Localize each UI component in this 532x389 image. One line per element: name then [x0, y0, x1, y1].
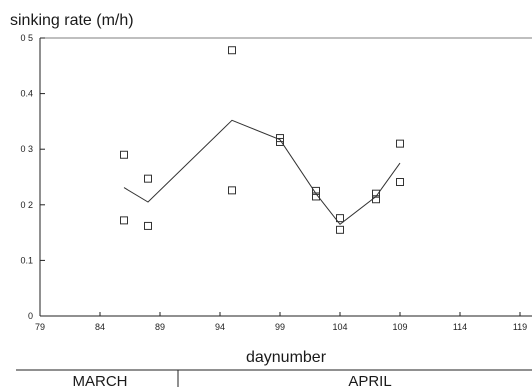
y-tick-label: 0.4 — [20, 89, 33, 99]
data-point — [120, 216, 128, 225]
data-point — [396, 178, 404, 187]
y-tick-label: 0.1 — [20, 255, 33, 265]
data-point — [312, 186, 320, 195]
data-point — [120, 150, 128, 159]
data-point — [144, 174, 152, 183]
x-axis-title: daynumber — [246, 349, 327, 366]
x-tick-label: 109 — [392, 322, 407, 332]
y-axis-title: sinking rate (m/h) — [10, 12, 134, 29]
data-point — [228, 186, 236, 195]
data-point — [336, 225, 344, 234]
data-points — [120, 46, 404, 234]
mean-line-group — [123, 119, 401, 225]
y-tick-label: 0 2 — [20, 200, 33, 210]
mean-line — [123, 119, 401, 225]
x-tick-label: 119 — [513, 322, 527, 332]
data-point — [372, 189, 380, 198]
x-tick-label: 99 — [275, 322, 285, 332]
data-point — [336, 214, 344, 223]
x-tick-label: 89 — [155, 322, 165, 332]
x-tick-label: 84 — [95, 322, 105, 332]
month-bar: MARCH APRIL — [16, 369, 532, 389]
data-point — [144, 221, 152, 230]
data-point — [276, 137, 284, 146]
data-point — [396, 139, 404, 148]
y-tick-label: 0 3 — [20, 144, 33, 154]
data-point — [372, 195, 380, 204]
plot-frame — [39, 37, 532, 317]
x-tick-label: 94 — [215, 322, 225, 332]
x-tick-label: 79 — [35, 322, 45, 332]
x-tick-label: 114 — [453, 322, 467, 332]
y-axis-ticks: 0 0.1 0 2 0 3 0.4 0 5 — [20, 33, 45, 321]
y-tick-label: 0 5 — [20, 33, 33, 43]
x-axis-ticks: 79 84 89 94 99 104 109 114 119 — [35, 312, 527, 332]
x-tick-label: 104 — [332, 322, 347, 332]
y-tick-label: 0 — [28, 311, 33, 321]
data-point — [228, 46, 236, 55]
month-label: APRIL — [348, 373, 391, 389]
month-label: MARCH — [73, 373, 128, 389]
data-point — [312, 192, 320, 201]
